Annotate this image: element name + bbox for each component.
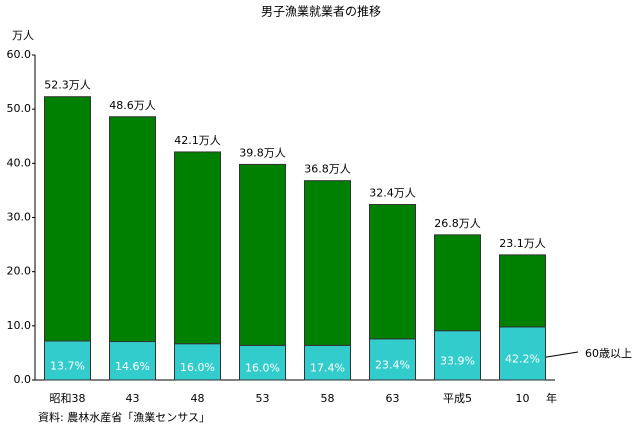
bar-segment bbox=[369, 204, 416, 340]
bar-segment bbox=[304, 344, 351, 381]
bar-segment bbox=[239, 344, 286, 381]
y-tick-label: 20.0 bbox=[7, 265, 32, 278]
bar-segment bbox=[499, 254, 546, 328]
y-tick-label: 50.0 bbox=[7, 102, 32, 115]
bar-segment bbox=[434, 234, 481, 332]
bar-segment bbox=[109, 116, 156, 343]
x-tick-label: 昭和38 bbox=[50, 392, 86, 405]
total-label: 23.1万人 bbox=[499, 237, 546, 250]
source: 資料: 農林水産省「漁業センサス」 bbox=[38, 410, 210, 424]
x-tick-label: 48 bbox=[191, 392, 205, 405]
y-tick-label: 10.0 bbox=[7, 319, 32, 332]
y-tick-label: 60.0 bbox=[7, 48, 32, 61]
total-label: 32.4万人 bbox=[369, 187, 416, 200]
x-tick-label: 58 bbox=[321, 392, 335, 405]
share-label: 33.9% bbox=[440, 354, 475, 367]
share-label: 16.0% bbox=[180, 361, 215, 374]
bar-segment bbox=[369, 338, 416, 381]
x-tick-label: 53 bbox=[256, 392, 270, 405]
total-label: 39.8万人 bbox=[239, 146, 286, 159]
share-label: 16.0% bbox=[245, 362, 280, 375]
total-label: 48.6万人 bbox=[109, 99, 156, 112]
x-tick-label: 10 bbox=[516, 392, 530, 405]
bar-segment bbox=[174, 151, 221, 345]
bar-segment bbox=[304, 180, 351, 346]
y-tick-label: 30.0 bbox=[7, 211, 32, 224]
annotation: 60歳以上 bbox=[585, 347, 632, 360]
share-label: 42.2% bbox=[505, 352, 540, 365]
y-unit: 万人 bbox=[12, 29, 34, 42]
bar-segment bbox=[239, 163, 286, 346]
share-label: 14.6% bbox=[115, 360, 150, 373]
chart-title: 男子漁業就業者の推移 bbox=[261, 5, 381, 19]
bar-segment bbox=[499, 326, 546, 381]
share-label: 13.7% bbox=[50, 360, 85, 373]
share-label: 23.4% bbox=[375, 358, 410, 371]
bar-segment bbox=[44, 96, 91, 342]
x-tick-label: 43 bbox=[126, 392, 140, 405]
x-unit: 年 bbox=[546, 391, 557, 405]
total-label: 36.8万人 bbox=[304, 163, 351, 176]
total-label: 42.1万人 bbox=[174, 134, 221, 147]
x-tick-label: 平成5 bbox=[443, 392, 472, 405]
y-tick-label: 40.0 bbox=[7, 156, 32, 169]
share-label: 17.4% bbox=[310, 362, 345, 375]
y-tick-label: 0.0 bbox=[14, 373, 32, 386]
x-tick-label: 63 bbox=[386, 392, 400, 405]
bar-segment bbox=[434, 330, 481, 381]
total-label: 26.8万人 bbox=[434, 217, 481, 230]
total-label: 52.3万人 bbox=[44, 79, 91, 92]
bar-segment bbox=[174, 343, 221, 381]
